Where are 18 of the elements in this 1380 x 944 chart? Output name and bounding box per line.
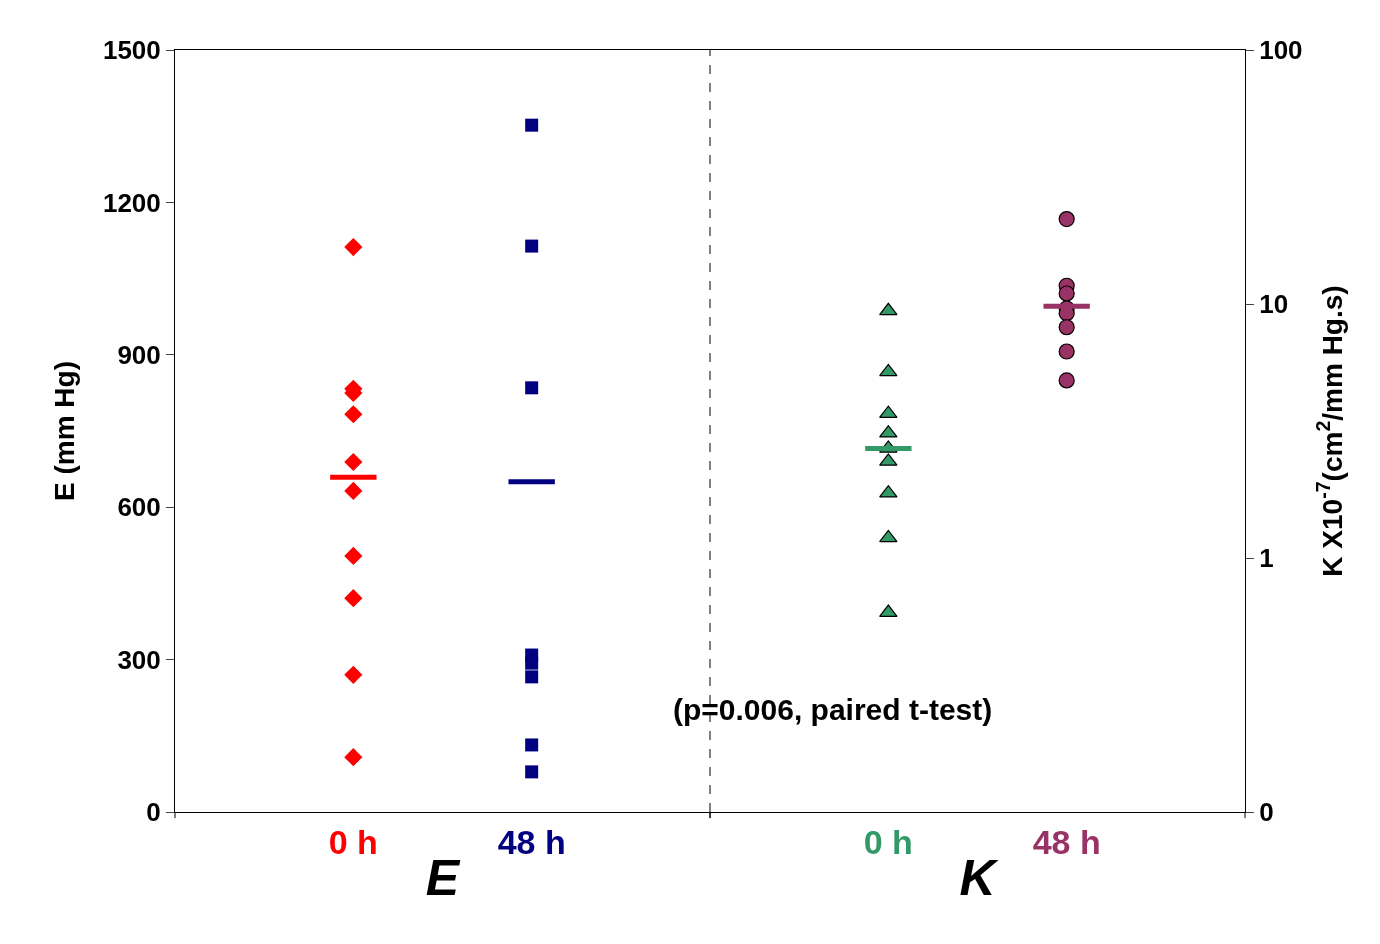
y2-tick-label: 10: [1259, 289, 1289, 320]
y2-tick-label: 100: [1259, 35, 1303, 66]
x-tick-label: 0 h: [328, 822, 378, 861]
x-axis-title: K: [959, 850, 1000, 907]
y-axis-title: E (mm Hg): [48, 361, 80, 501]
y-tick-label: 0: [146, 797, 161, 828]
y2-tick-label: 0: [1259, 797, 1274, 828]
x-tick-label: 0 h: [863, 822, 913, 861]
x-tick-label: 48 h: [497, 822, 566, 861]
y-tick-label: 1200: [102, 187, 161, 218]
y-tick-label: 600: [117, 492, 161, 523]
x-axis-title: E: [425, 850, 461, 907]
y-tick-label: 900: [117, 339, 161, 370]
y-tick-label: 300: [117, 644, 161, 675]
y2-tick-label: 1: [1259, 543, 1274, 574]
annotation: (p=0.006, paired t-test): [673, 693, 993, 726]
x-tick-label: 48 h: [1032, 822, 1101, 861]
y-tick-label: 1500: [102, 35, 161, 66]
